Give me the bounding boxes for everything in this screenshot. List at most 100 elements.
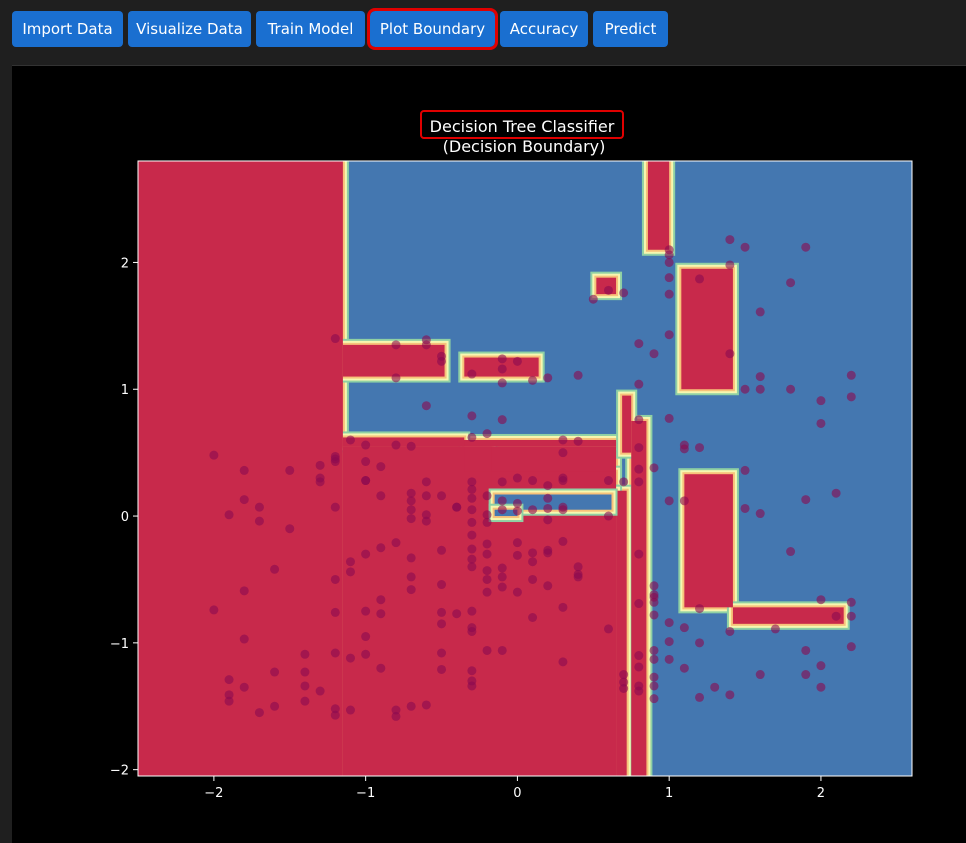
data-point xyxy=(376,462,386,472)
data-point xyxy=(695,274,705,284)
data-point xyxy=(816,661,826,671)
data-point xyxy=(421,516,431,526)
data-point xyxy=(649,463,659,473)
data-point xyxy=(740,242,750,252)
data-point xyxy=(512,587,522,597)
data-point xyxy=(573,436,583,446)
data-point xyxy=(467,411,477,421)
data-point xyxy=(391,538,401,548)
data-point xyxy=(315,686,325,696)
data-point xyxy=(497,572,507,582)
class0-region xyxy=(342,437,465,447)
data-point xyxy=(695,692,705,702)
data-point xyxy=(497,496,507,506)
data-point xyxy=(239,586,249,596)
data-point xyxy=(558,505,568,515)
import-data-button[interactable]: Import Data xyxy=(12,11,123,47)
data-point xyxy=(831,611,841,621)
data-point xyxy=(330,710,340,720)
class0-region xyxy=(616,490,627,776)
data-point xyxy=(406,441,416,451)
data-point xyxy=(679,623,689,633)
axes-frame xyxy=(137,160,913,777)
data-point xyxy=(467,554,477,564)
data-point xyxy=(528,476,538,486)
class0-region-fill xyxy=(622,395,632,453)
data-point xyxy=(543,481,553,491)
class0-region xyxy=(631,420,647,776)
plot-boundary-button[interactable]: Plot Boundary xyxy=(367,8,498,50)
data-point xyxy=(254,516,264,526)
data-point xyxy=(528,505,538,515)
data-point xyxy=(543,545,553,555)
data-point xyxy=(391,373,401,383)
data-point xyxy=(846,611,856,621)
data-point xyxy=(330,607,340,617)
data-point xyxy=(755,509,765,519)
data-point xyxy=(528,612,538,622)
data-point xyxy=(209,450,219,460)
data-point xyxy=(497,415,507,425)
data-point xyxy=(528,557,538,567)
data-point xyxy=(634,464,644,474)
data-point xyxy=(619,477,629,487)
data-point xyxy=(406,553,416,563)
data-point xyxy=(558,536,568,546)
data-point xyxy=(482,566,492,576)
data-point xyxy=(664,257,674,267)
visualize-data-button[interactable]: Visualize Data xyxy=(128,11,251,47)
data-point xyxy=(649,654,659,664)
data-point xyxy=(361,606,371,616)
data-point xyxy=(801,645,811,655)
data-point xyxy=(406,585,416,595)
data-point xyxy=(345,435,355,445)
data-point xyxy=(361,476,371,486)
class1-overlay-region-fill xyxy=(494,509,518,517)
data-point xyxy=(406,701,416,711)
data-point xyxy=(421,477,431,487)
data-point xyxy=(437,648,447,658)
data-point xyxy=(421,401,431,411)
data-point xyxy=(816,595,826,605)
data-point xyxy=(573,370,583,380)
data-point xyxy=(467,484,477,494)
data-point xyxy=(649,645,659,655)
data-point xyxy=(406,505,416,515)
data-point xyxy=(391,340,401,350)
train-model-button[interactable]: Train Model xyxy=(256,11,365,47)
data-point xyxy=(345,705,355,715)
data-point xyxy=(558,435,568,445)
data-point xyxy=(467,477,477,487)
data-point xyxy=(406,496,416,506)
data-point xyxy=(558,657,568,667)
data-point xyxy=(528,574,538,584)
class0-region-fill xyxy=(342,344,445,377)
data-point xyxy=(786,547,796,557)
data-point xyxy=(786,278,796,288)
class0-region-fill xyxy=(616,490,627,776)
data-point xyxy=(816,396,826,406)
data-point xyxy=(224,510,234,520)
y-tick-label: −1 xyxy=(110,637,129,652)
data-point xyxy=(497,378,507,388)
class0-region-fill xyxy=(342,439,617,447)
data-point xyxy=(345,653,355,663)
data-point xyxy=(588,294,598,304)
class0-region-fill xyxy=(732,607,844,624)
data-point xyxy=(330,334,340,344)
data-point xyxy=(437,356,447,366)
data-point xyxy=(634,477,644,487)
data-point xyxy=(649,349,659,359)
data-point xyxy=(421,510,431,520)
y-tick-label: 0 xyxy=(121,510,129,525)
class0-region xyxy=(732,607,844,624)
accuracy-button[interactable]: Accuracy xyxy=(500,11,588,47)
x-tick: −1 xyxy=(356,776,375,801)
decision-regions xyxy=(138,161,850,776)
predict-button[interactable]: Predict xyxy=(593,11,668,47)
data-point xyxy=(406,488,416,498)
x-tick: −2 xyxy=(204,776,223,801)
data-point xyxy=(512,473,522,483)
data-point xyxy=(361,549,371,559)
data-point xyxy=(437,607,447,617)
